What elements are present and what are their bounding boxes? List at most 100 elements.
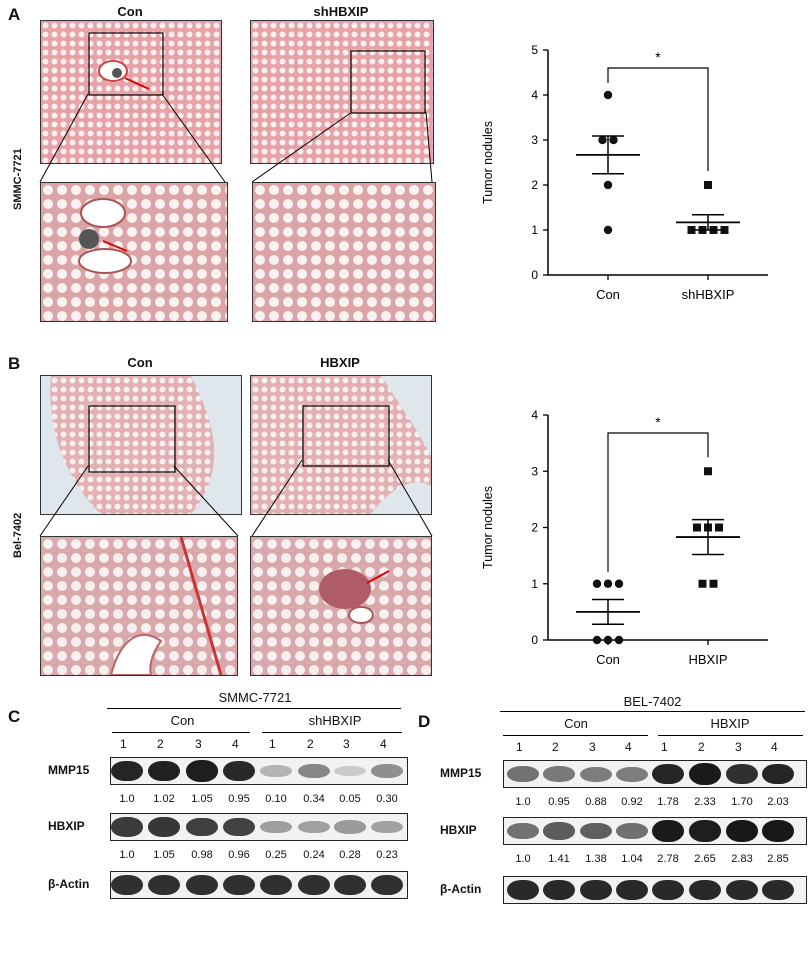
lung-tissue-image xyxy=(251,21,433,163)
panel-c-band xyxy=(223,875,255,895)
panel-d-quant-value: 1.04 xyxy=(621,853,643,865)
panel-a-treat-highmag-micrograph xyxy=(252,182,436,322)
chart-a-y-tick-label: 4 xyxy=(531,88,538,102)
panel-c-quant-value: 0.23 xyxy=(376,849,398,861)
panel-d-blot-strip-hbxip xyxy=(503,817,807,845)
panel-c-blot-strip-hbxip xyxy=(110,813,408,841)
chart-a-point xyxy=(704,181,712,189)
panel-d-lane-number: 3 xyxy=(589,740,596,754)
chart-a-y-tick-label: 0 xyxy=(531,268,538,282)
chart-a-point xyxy=(603,90,613,100)
lung-tissue-image xyxy=(41,376,241,514)
panel-c-lane-number: 1 xyxy=(120,737,127,751)
lung-tissue-image xyxy=(41,183,227,321)
chart-a-point xyxy=(598,135,607,145)
panel-c-lane-number: 2 xyxy=(307,737,314,751)
panel-c-quant-value: 0.95 xyxy=(228,793,250,805)
panel-c-group-con-rule xyxy=(112,732,250,733)
chart-b-point xyxy=(709,579,718,588)
panel-a-con-highmag-micrograph xyxy=(40,182,228,322)
panel-d-band xyxy=(726,820,758,842)
panel-c-quant-value: 0.98 xyxy=(191,849,213,861)
panel-c-group-con: Con xyxy=(170,713,195,728)
panel-c-band xyxy=(334,765,366,777)
chart-a-y-tick-label: 3 xyxy=(531,133,538,147)
lung-tissue-image xyxy=(251,376,431,514)
panel-a-letter: A xyxy=(8,5,21,24)
panel-d-lane-number: 2 xyxy=(698,740,705,754)
chart-b-y-tick-label: 4 xyxy=(531,408,538,422)
panel-c-lane-number: 3 xyxy=(343,737,350,751)
panel-c-band xyxy=(223,817,255,837)
panel-d-band xyxy=(689,820,721,842)
panel-c-band xyxy=(111,760,143,782)
chart-a-significance-star: * xyxy=(655,49,661,65)
panel-d-lane-number: 3 xyxy=(735,740,742,754)
panel-c-group-treat-rule xyxy=(262,732,402,733)
chart-b-x-tick-label-hbxip: HBXIP xyxy=(688,652,727,667)
panel-b-con-highmag-micrograph xyxy=(40,536,238,676)
panel-d-row-label-hbxip: HBXIP xyxy=(440,823,477,837)
panel-a-treat-lowmag-micrograph xyxy=(250,20,434,164)
panel-c-band xyxy=(334,875,366,895)
panel-d-quant-value: 1.0 xyxy=(515,853,531,865)
panel-d-band xyxy=(616,879,648,901)
panel-d-quant-value: 0.92 xyxy=(621,796,643,808)
panel-c-quant-value: 0.05 xyxy=(339,793,361,805)
chart-b-point xyxy=(603,579,613,588)
panel-a-group-con-title: Con xyxy=(117,4,143,19)
chart-b-point xyxy=(715,523,723,532)
panel-d-quant-value: 2.33 xyxy=(694,796,716,808)
panel-b-treat-highmag-micrograph xyxy=(250,536,432,676)
lung-tissue-image xyxy=(41,537,237,675)
panel-d-band xyxy=(652,879,684,901)
panel-d-band xyxy=(580,822,612,840)
panel-d-letter: D xyxy=(418,712,431,731)
panel-c-band xyxy=(186,760,218,782)
panel-d-band xyxy=(652,820,684,842)
panel-c-quant-value: 1.02 xyxy=(153,793,175,805)
panel-c-quant-value: 0.28 xyxy=(339,849,361,861)
panel-d-cell-line: BEL-7402 xyxy=(623,694,682,709)
chart-b-point xyxy=(693,523,701,532)
chart-a-y-tick-label: 1 xyxy=(531,223,538,237)
chart-a-y-tick-label: 2 xyxy=(531,178,538,192)
panel-d-lane-number: 1 xyxy=(661,740,668,754)
panel-a-group-treat-title: shHBXIP xyxy=(313,4,369,19)
chart-a-point xyxy=(720,226,729,234)
chart-b-point xyxy=(698,579,707,588)
panel-d-band xyxy=(689,879,721,901)
panel-c-quant-value: 0.10 xyxy=(265,793,287,805)
chart-b-point xyxy=(614,579,624,588)
panel-b-con-lowmag-micrograph xyxy=(40,375,242,515)
panel-d-band xyxy=(543,879,575,901)
panel-d-quant-value: 2.85 xyxy=(767,853,789,865)
panel-d-band xyxy=(616,823,648,839)
panel-d-band xyxy=(580,766,612,782)
panel-c-lane-number: 1 xyxy=(269,737,276,751)
chart-b-significance-bracket xyxy=(607,432,709,572)
panel-d-blot-strip-mmp15 xyxy=(503,760,807,788)
panel-d-band xyxy=(726,879,758,901)
chart-b-point xyxy=(704,467,712,476)
panel-d-quant-value: 2.83 xyxy=(731,853,753,865)
panel-d-cell-line-rule xyxy=(500,711,805,712)
panel-d-blot-strip--actin xyxy=(503,876,807,904)
chart-a-x-tick-label-shhbxip: shHBXIP xyxy=(682,287,735,302)
panel-c-cell-line-rule xyxy=(107,708,401,709)
chart-b-y-axis-label: Tumor nodules xyxy=(481,486,495,569)
lung-tissue-image xyxy=(251,537,431,675)
panel-c-lane-number: 3 xyxy=(195,737,202,751)
chart-b-significance-star: * xyxy=(655,414,661,430)
panel-a-chart: 0 1 2 3 4 5 Con shHBXIP Tumor nodules * xyxy=(470,40,790,335)
panel-d-band xyxy=(580,879,612,901)
panel-c-band xyxy=(186,817,218,837)
chart-a-x-tick-label-con: Con xyxy=(596,287,620,302)
panel-c-band xyxy=(186,875,218,895)
panel-c-band xyxy=(371,820,403,834)
chart-b-x-tick-label-con: Con xyxy=(596,652,620,667)
panel-d-group-treat-rule xyxy=(658,735,803,736)
chart-a-y-tick-label: 5 xyxy=(531,43,538,57)
panel-c-row-label-hbxip: HBXIP xyxy=(48,819,85,833)
panel-d-band xyxy=(762,879,794,901)
